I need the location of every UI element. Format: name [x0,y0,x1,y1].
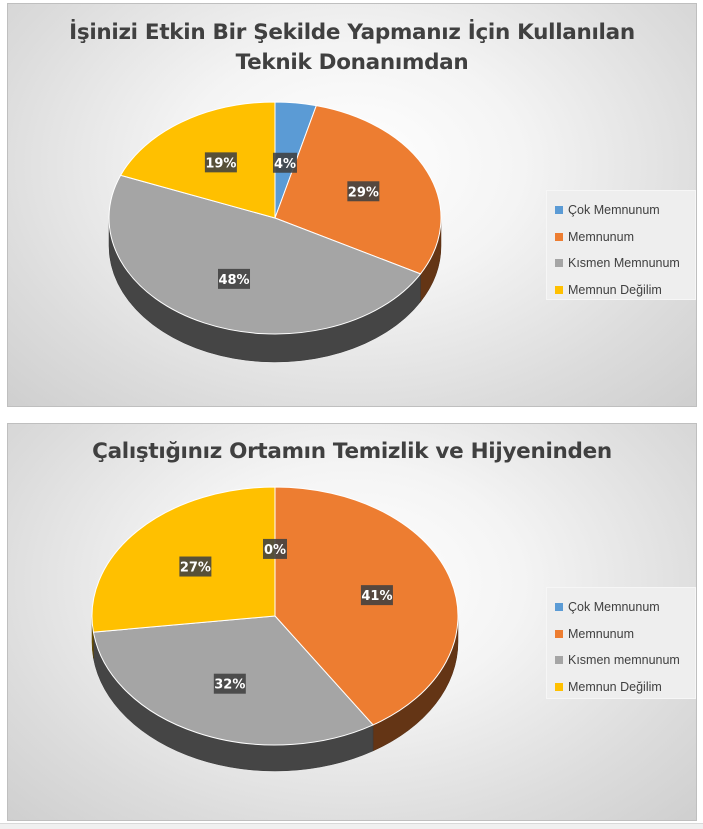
svg-text:29%: 29% [348,185,379,200]
legend-swatch [555,682,563,691]
legend-swatch [555,259,563,268]
legend-label: Memnunum [568,229,634,244]
chart-panel-cleanliness-hygiene: Çalıştığınız Ortamın Temizlik ve Hijyeni… [7,423,697,821]
data-labels: 0% 41% 32% 27% [179,538,393,694]
legend-swatch [555,656,563,665]
legend-item-memnunum: Memnunum [555,621,695,648]
svg-text:0%: 0% [264,543,286,558]
data-label-memnun-degilim: 19% [204,152,237,173]
legend-item-kismen-memnunum: Kısmen Memnunum [555,250,695,277]
chart-title-line: İşinizi Etkin Bir Şekilde Yapmanız İçin … [69,20,635,45]
legend-label: Çok Memnunum [568,600,660,615]
svg-text:4%: 4% [274,157,296,172]
pie-chart: 4% 29% 48% 19% [108,101,442,363]
legend-label: Memnunum [568,626,634,641]
data-label-memnun-degilim: 27% [179,556,212,577]
data-label-memnunum: 29% [347,181,380,202]
chart-legend: Çok Memnunum Memnunum Kısmen Memnunum Memnu… [546,190,696,300]
legend-label: Kısmen Memnunum [568,256,680,271]
data-label-kismen-memnunum: 32% [213,673,246,694]
legend-swatch [555,629,563,638]
pie-slice-memnunum [274,486,459,726]
legend-swatch [555,285,563,294]
pie-tops [91,486,459,746]
legend-label: Çok Memnunum [568,203,660,218]
legend-item-cok-memnunum: Çok Memnunum [555,594,695,621]
legend-swatch [555,206,563,215]
chart-title-line: Çalıştığınız Ortamın Temizlik ve Hijyeni… [92,439,612,464]
chart-title: Çalıştığınız Ortamın Temizlik ve Hijyeni… [8,437,696,467]
svg-text:19%: 19% [205,156,236,171]
data-label-cok-memnunum: 4% [272,152,297,173]
legend-item-memnunum: Memnunum [555,224,695,251]
svg-text:48%: 48% [218,273,249,288]
legend-item-cok-memnunum: Çok Memnunum [555,197,695,224]
pie-slice-memnun-degilim [119,101,276,219]
legend-swatch [555,603,563,612]
chart-title: İşinizi Etkin Bir Şekilde Yapmanız İçin … [8,18,696,78]
chart-panel-technical-equipment: İşinizi Etkin Bir Şekilde Yapmanız İçin … [7,3,697,407]
legend-label: Memnun Değilim [568,282,662,297]
svg-text:27%: 27% [180,561,211,576]
window-bottom-edge [0,823,703,829]
data-label-memnunum: 41% [360,585,393,606]
data-label-kismen-memnunum: 48% [218,268,251,289]
legend-label: Kısmen memnunum [568,653,680,668]
legend-label: Memnun Değilim [568,679,662,694]
data-labels: 4% 29% 48% 19% [204,152,380,289]
legend-item-kismen-memnunum: Kısmen memnunum [555,647,695,674]
chart-legend: Çok Memnunum Memnunum Kısmen memnunum Memnu… [546,587,696,699]
pie-tops [108,101,442,335]
svg-text:32%: 32% [214,678,245,693]
pie-slice-kismen-memnunum [108,174,422,335]
legend-item-memnun-degilim: Memnun Değilim [555,674,695,701]
data-label-cok-memnunum: 0% [263,538,287,559]
svg-text:41%: 41% [361,589,392,604]
chart-title-line: Teknik Donanımdan [235,50,469,75]
legend-item-memnun-degilim: Memnun Değilim [555,277,695,304]
pie-chart: 0% 41% 32% 27% [91,486,459,772]
legend-swatch [555,232,563,241]
